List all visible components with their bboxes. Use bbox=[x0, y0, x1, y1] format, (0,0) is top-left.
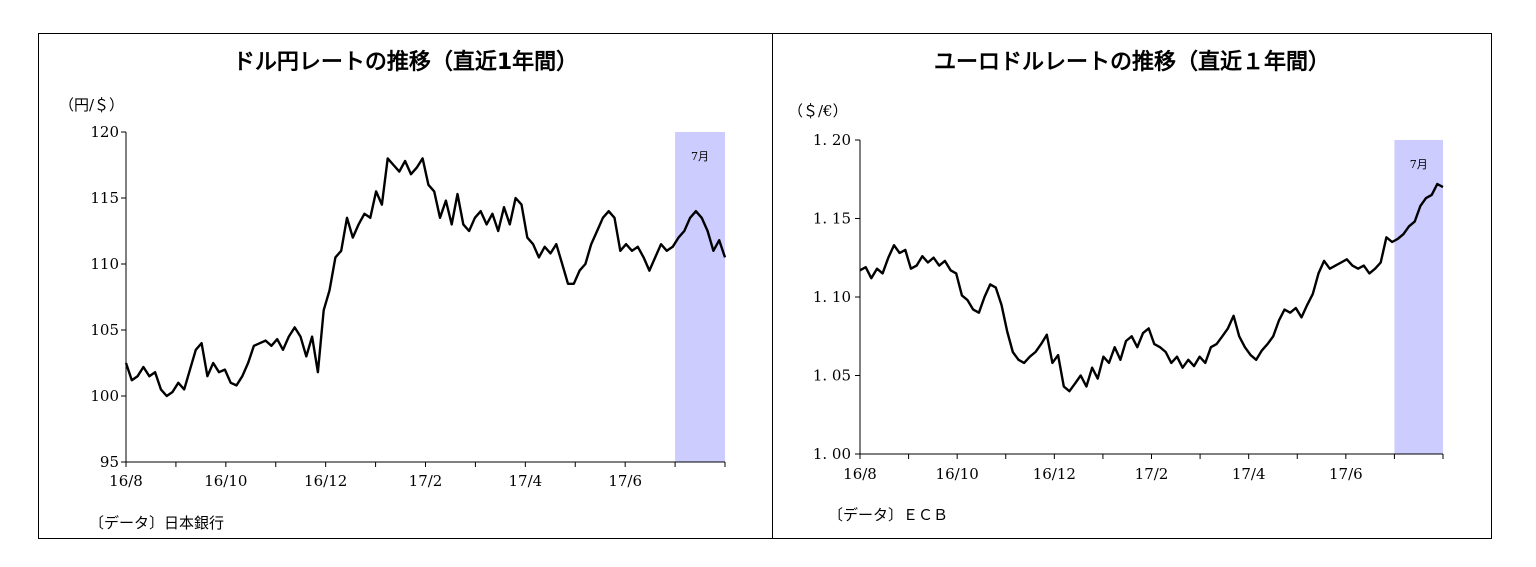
y-tick-label: 1. 20 bbox=[813, 131, 851, 149]
highlight-label: 7月 bbox=[1410, 158, 1428, 171]
x-tick-label: 17/4 bbox=[508, 472, 542, 490]
y-tick-label: 1. 15 bbox=[813, 210, 851, 228]
x-tick-label: 16/10 bbox=[204, 472, 247, 490]
y-tick-label: 95 bbox=[100, 453, 119, 471]
x-tick-label: 17/2 bbox=[1135, 465, 1169, 483]
y-tick-label: 100 bbox=[90, 387, 119, 405]
x-tick-label: 16/8 bbox=[109, 472, 143, 490]
usdjpy-chart-panel: ドル円レートの推移（直近1年間） （円/＄） 7月 120 115 110 105 100… bbox=[38, 33, 773, 539]
y-axis-unit-label: （＄/€） bbox=[788, 102, 848, 120]
x-tick-label: 17/4 bbox=[1232, 465, 1266, 483]
series-line bbox=[124, 157, 727, 398]
july-highlight-band bbox=[1394, 140, 1443, 454]
july-highlight-band bbox=[675, 132, 725, 462]
x-tick-label: 17/2 bbox=[409, 472, 443, 490]
y-tick-label: 1. 00 bbox=[813, 445, 851, 463]
eurusd-chart-plot: 7月 1. 20 1. 15 1. 10 1. 05 1. 00 16/8 16/10 16/1… bbox=[813, 131, 1444, 483]
y-tick-label: 105 bbox=[90, 321, 119, 339]
x-tick-label: 16/8 bbox=[843, 465, 877, 483]
data-source-note: 〔データ〕日本銀行 bbox=[89, 514, 225, 532]
x-tick-label: 17/6 bbox=[608, 472, 642, 490]
y-axis-unit-label: （円/＄） bbox=[59, 96, 125, 114]
series-line bbox=[859, 182, 1444, 393]
y-tick-label: 110 bbox=[90, 255, 119, 273]
highlight-label: 7月 bbox=[691, 150, 709, 163]
x-tick-label: 16/10 bbox=[936, 465, 979, 483]
x-tick-label: 17/6 bbox=[1329, 465, 1363, 483]
y-tick-label: 1. 05 bbox=[813, 367, 851, 385]
eurusd-chart-panel: ユーロドルレートの推移（直近１年間） （＄/€） 7月 1. 20 1. 15 1. … bbox=[772, 33, 1492, 539]
x-tick-label: 16/12 bbox=[1033, 465, 1076, 483]
y-tick-label: 115 bbox=[90, 189, 119, 207]
chart-title: ドル円レートの推移（直近1年間） bbox=[232, 50, 579, 75]
x-tick-label: 16/12 bbox=[304, 472, 347, 490]
data-source-note: 〔データ〕ＥＣＢ bbox=[828, 506, 949, 524]
chart-title: ユーロドルレートの推移（直近１年間） bbox=[933, 50, 1330, 75]
y-tick-label: 1. 10 bbox=[813, 288, 851, 306]
y-tick-label: 120 bbox=[90, 123, 119, 141]
